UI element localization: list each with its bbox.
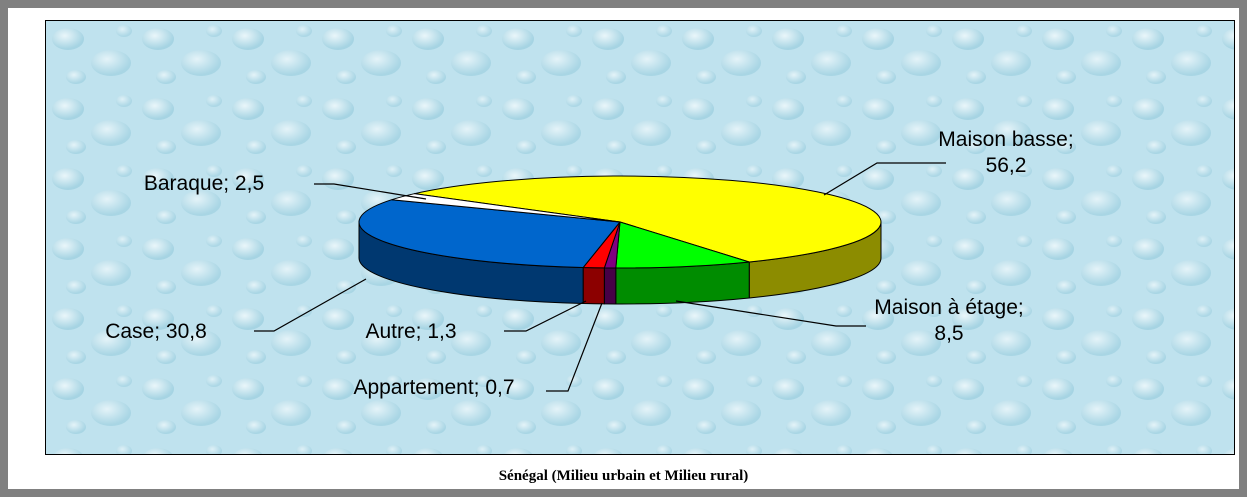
leader-line	[546, 302, 603, 392]
chart-title: Sénégal (Milieu urbain et Milieu rural)	[498, 468, 749, 484]
data-label: Autre; 1,3	[365, 320, 457, 343]
data-label: Appartement; 0,7	[353, 376, 515, 399]
data-label: Baraque; 2,5	[143, 172, 265, 195]
pie	[358, 175, 882, 305]
slice	[615, 221, 750, 269]
leader-lines	[254, 162, 946, 392]
leader-line	[675, 300, 866, 327]
leader-line	[254, 278, 367, 332]
chart	[46, 21, 1234, 454]
slice	[358, 199, 621, 269]
data-label: Maison à étage; 8,5	[874, 296, 1024, 345]
slice-side	[582, 267, 605, 305]
leader-line	[314, 183, 427, 200]
slice-side	[603, 267, 617, 305]
leader-line	[823, 162, 946, 196]
slice	[414, 175, 882, 263]
leader-line	[504, 300, 587, 332]
plot-area: Maison basse; 56,2 Maison à étage; 8,5 A…	[45, 20, 1235, 455]
data-label: Maison basse; 56,2	[938, 128, 1074, 177]
slice	[391, 193, 621, 223]
data-label: Case; 30,8	[105, 320, 207, 343]
